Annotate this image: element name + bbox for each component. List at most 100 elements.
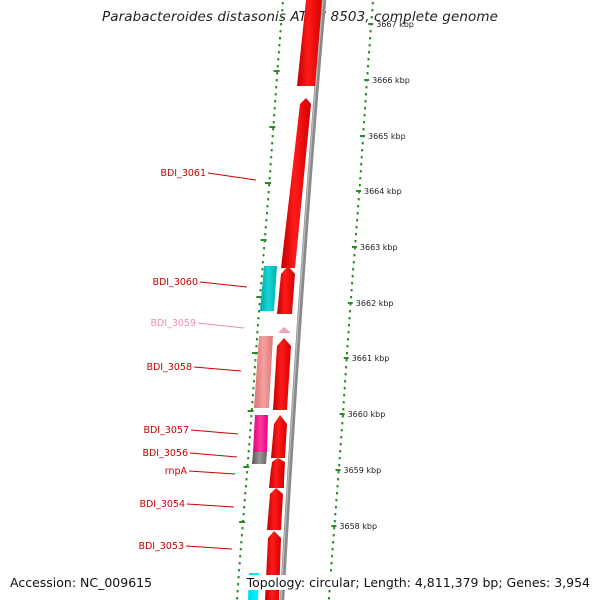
gc-dot: [354, 240, 357, 243]
gc-dot: [343, 394, 346, 397]
gc-dash: [260, 239, 267, 241]
gc-dot: [335, 499, 338, 502]
gene-label[interactable]: BDI_3057: [143, 425, 189, 436]
gc-dot: [251, 394, 254, 397]
cds-forward-arrow[interactable]: [273, 338, 291, 410]
gc-dot: [339, 443, 342, 446]
gc-dot: [237, 576, 240, 579]
cds-forward-arrow[interactable]: [269, 464, 284, 488]
genome-backbone-highlight: [280, 0, 324, 600]
gc-dot: [359, 177, 362, 180]
tick-mark: [356, 190, 361, 192]
gc-dot: [346, 345, 349, 348]
gc-dot: [351, 282, 354, 285]
gene-label[interactable]: BDI_3054: [139, 499, 185, 510]
tick-label: 3662 kbp: [356, 299, 394, 308]
gc-dot: [243, 499, 246, 502]
gc-dot: [276, 72, 279, 75]
genome-summary: Topology: circular; Length: 4,811,379 bp…: [244, 575, 592, 590]
gene-label-leader: [189, 452, 238, 458]
gc-dot: [244, 492, 247, 495]
gc-dot: [350, 296, 353, 299]
gc-dot: [371, 2, 374, 5]
gc-dot: [272, 128, 275, 131]
cds-reverse-magenta[interactable]: [253, 415, 268, 452]
tick-label: 3666 kbp: [372, 76, 410, 85]
gc-dot: [336, 492, 338, 495]
gc-dot: [366, 72, 369, 75]
tick-mark: [343, 357, 349, 359]
gc-dot: [343, 387, 346, 390]
gene-label[interactable]: BDI_3059: [150, 318, 196, 329]
gc-dot: [365, 86, 368, 89]
cds-reverse-grey[interactable]: [252, 452, 267, 464]
gc-dot: [345, 359, 348, 362]
gc-dot: [371, 9, 374, 12]
gc-dot: [355, 233, 357, 236]
gc-dot: [246, 464, 249, 467]
gene-label[interactable]: BDI_3060: [152, 277, 198, 288]
gc-dot: [332, 534, 335, 537]
cds-forward-arrow[interactable]: [297, 0, 322, 86]
gc-dot: [333, 520, 336, 523]
gc-dot: [248, 443, 251, 446]
gc-dot: [367, 65, 369, 68]
gc-dot: [248, 436, 251, 439]
gc-dot: [358, 191, 361, 194]
tick-mark: [364, 79, 370, 81]
tick-label: 3661 kbp: [352, 354, 390, 363]
gc-dash: [247, 410, 254, 412]
gc-dot: [338, 457, 341, 460]
cds-forward-arrow[interactable]: [281, 98, 311, 268]
gc-dot: [264, 233, 267, 236]
gene-label[interactable]: rnpA: [165, 466, 188, 477]
gene-label[interactable]: BDI_3058: [146, 362, 192, 373]
gc-dot: [356, 212, 359, 215]
gene-label-leader: [185, 545, 233, 550]
gc-dot: [260, 282, 263, 285]
trna-feature[interactable]: [278, 327, 291, 333]
gc-dot: [253, 366, 256, 369]
gc-dot: [253, 373, 256, 376]
gc-dot: [263, 247, 266, 250]
gc-dot: [332, 541, 335, 544]
gene-label[interactable]: BDI_3056: [142, 448, 188, 459]
gc-dot: [330, 562, 333, 565]
cds-forward-arrow[interactable]: [267, 488, 283, 530]
gc-dot: [237, 583, 240, 586]
gc-dot: [238, 562, 241, 565]
gc-dot: [267, 191, 270, 194]
gc-dot: [338, 464, 341, 467]
gc-dot: [254, 359, 257, 362]
gc-dash: [252, 352, 258, 354]
gc-dot: [269, 170, 272, 173]
gc-dot: [260, 275, 263, 278]
gc-dot: [276, 65, 279, 68]
cds-reverse-cyan[interactable]: [260, 266, 277, 311]
gc-dot: [268, 177, 271, 180]
gc-dot: [344, 373, 347, 376]
cds-forward-arrow[interactable]: [277, 266, 295, 314]
gc-dot: [334, 506, 337, 509]
gc-dot: [328, 597, 330, 600]
gc-dot: [342, 408, 345, 411]
tick-mark: [351, 246, 357, 248]
gc-dot: [360, 156, 363, 159]
genome-backbone: [279, 0, 327, 600]
gc-dot: [275, 79, 278, 82]
gc-dot: [370, 16, 373, 19]
gene-label[interactable]: BDI_3061: [160, 168, 206, 179]
gc-content-track: [236, 2, 374, 600]
tick-label: 3659 kbp: [344, 466, 382, 475]
gene-label-leader: [190, 429, 239, 435]
gene-label[interactable]: BDI_3053: [138, 541, 184, 552]
gc-dot: [347, 338, 349, 341]
gc-dot: [364, 100, 367, 103]
gc-dot: [259, 289, 262, 292]
gc-dot: [334, 513, 337, 516]
gc-dot: [351, 275, 354, 278]
cds-reverse-salmon[interactable]: [254, 336, 273, 408]
gc-dot: [349, 310, 351, 313]
gc-dot: [256, 324, 259, 327]
cds-forward-arrow[interactable]: [271, 415, 287, 458]
